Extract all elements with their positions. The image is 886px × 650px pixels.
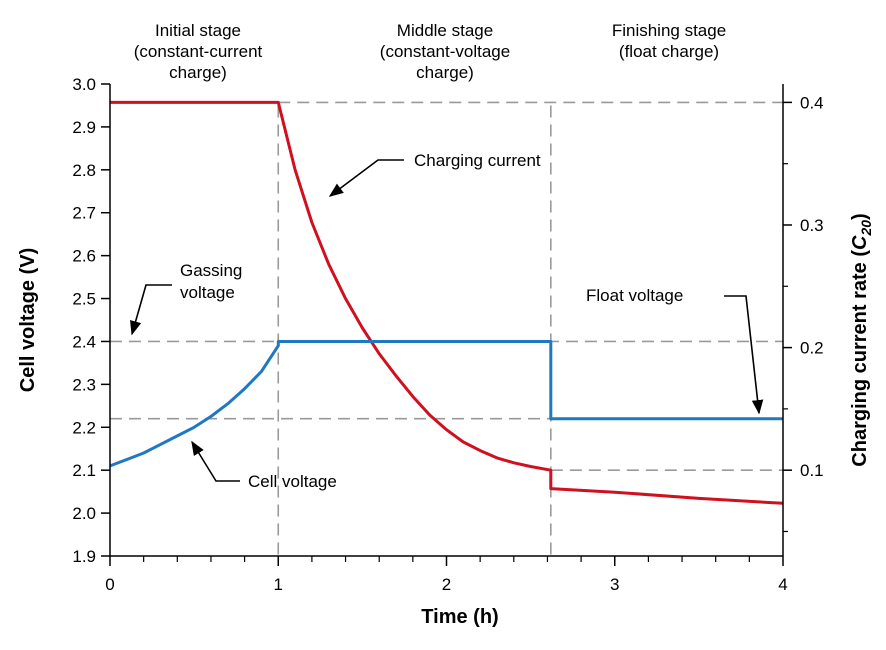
y-left-tick-label: 2.0 [72,504,96,523]
x-tick-label: 4 [778,575,787,594]
x-tick-label: 3 [610,575,619,594]
y-left-tick-label: 2.8 [72,161,96,180]
annotations: Charging current Gassing voltage Cell volta… [130,151,764,491]
reference-lines [110,101,783,556]
y-left-tick-label: 2.3 [72,375,96,394]
annotation-gassing-voltage: Gassing voltage [180,261,242,302]
y-left-tick-label: 2.9 [72,118,96,137]
annotation-charging-current: Charging current [414,151,541,170]
axes: 0 1 2 3 4 1.9 2.0 2.1 2.2 2.3 2.4 2.5 2.6 2.7 2.8 2.9 3.… [72,75,823,594]
stage-label: Middle stage (constant-voltage charge) [380,21,510,82]
y-axis-right-title: Charging current rate (C20) [849,213,874,466]
y-right-tick-label: 0.4 [800,93,824,112]
x-tick-label: 2 [442,575,451,594]
y-left-tick-label: 2.5 [72,290,96,309]
y-right-tick-label: 0.2 [800,339,824,358]
cell-voltage-line [109,340,783,468]
x-tick-label: 1 [274,575,283,594]
y-left-tick-label: 1.9 [72,547,96,566]
x-tick-label: 0 [105,575,114,594]
annotation-float-voltage: Float voltage [586,286,683,305]
y-left-tick-label: 2.7 [72,204,96,223]
annotation-cell-voltage: Cell voltage [248,472,337,491]
y-left-tick-label: 2.1 [72,461,96,480]
annotation-arrow-cell-voltage [191,440,240,482]
y-left-tick-label: 2.6 [72,247,96,266]
data-series [109,100,784,505]
x-axis-title: Time (h) [421,606,498,628]
y-axis-left-title: Cell voltage (V) [17,248,39,392]
y-left-tick-label: 3.0 [72,75,96,94]
charging-current-line [110,100,784,505]
y-left-tick-label: 2.2 [72,418,96,437]
stage-labels: Initial stage (constant-current charge) Mid… [134,21,726,82]
y-left-tick-label: 2.4 [72,332,96,351]
stage-label: Finishing stage (float charge) [612,21,726,61]
annotation-arrow-float-voltage [724,295,764,415]
y-right-tick-label: 0.3 [800,216,824,235]
annotation-arrow-charging-current [328,159,404,197]
y-right-tick-label: 0.1 [800,461,824,480]
stage-label: Initial stage (constant-current charge) [134,21,263,82]
annotation-arrow-gassing-voltage [130,284,172,336]
